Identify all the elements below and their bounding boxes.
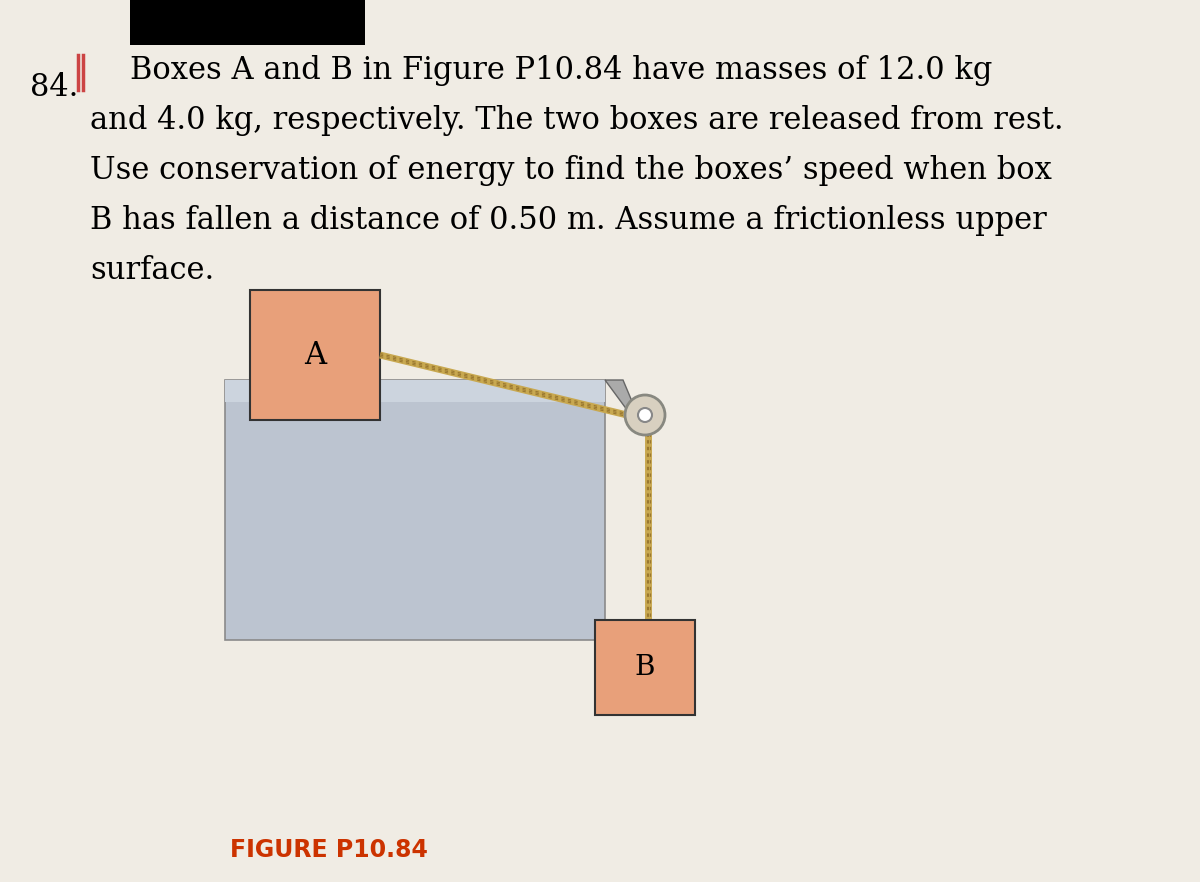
- Bar: [595, 620, 695, 715]
- Bar: [226, 380, 605, 640]
- Bar: [130, 0, 365, 45]
- Text: A: A: [304, 340, 326, 370]
- Bar: [250, 290, 380, 420]
- Text: B has fallen a distance of 0.50 m. Assume a frictionless upper: B has fallen a distance of 0.50 m. Assum…: [90, 205, 1046, 236]
- Text: FIGURE P10.84: FIGURE P10.84: [230, 838, 428, 862]
- Bar: [226, 380, 605, 402]
- Text: B: B: [635, 654, 655, 681]
- Text: 84.: 84.: [30, 72, 78, 103]
- Text: and 4.0 kg, respectively. The two boxes are released from rest.: and 4.0 kg, respectively. The two boxes …: [90, 105, 1063, 136]
- Circle shape: [625, 395, 665, 435]
- Text: Boxes A and B in Figure P10.84 have masses of 12.0 kg: Boxes A and B in Figure P10.84 have mass…: [130, 55, 992, 86]
- Text: surface.: surface.: [90, 255, 215, 286]
- Polygon shape: [605, 380, 647, 437]
- Text: Use conservation of energy to find the boxes’ speed when box: Use conservation of energy to find the b…: [90, 155, 1052, 186]
- Circle shape: [638, 408, 652, 422]
